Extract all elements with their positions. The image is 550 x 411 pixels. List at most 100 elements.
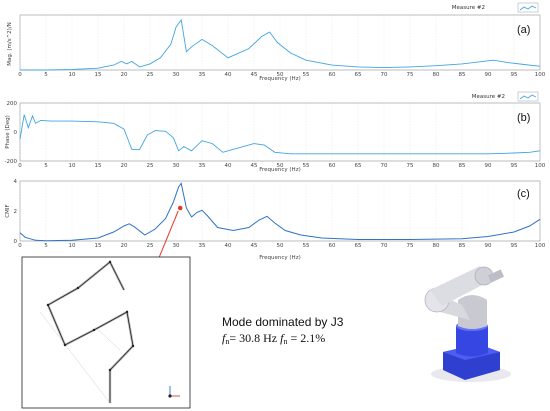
x-tick-label: 0 <box>18 72 22 78</box>
x-tick-label: 65 <box>355 72 362 78</box>
x-tick-label: 55 <box>303 163 310 169</box>
panel-a-grid <box>19 15 541 70</box>
panel-a-legend-swatch <box>519 5 537 11</box>
x-tick-label: 55 <box>303 243 310 249</box>
x-tick-label: 25 <box>147 72 154 78</box>
x-tick-label: 100 <box>535 72 546 78</box>
x-tick-label: 15 <box>95 72 102 78</box>
x-tick-label: 95 <box>511 243 518 249</box>
mode-shape-deformed <box>47 261 134 403</box>
mode-shape-frame <box>21 256 191 409</box>
x-tick-label: 65 <box>355 243 362 249</box>
x-tick-label: 50 <box>277 72 284 78</box>
mode-shape-node <box>46 303 50 307</box>
y-tick-label: 0 <box>14 130 18 136</box>
x-tick-label: 40 <box>225 163 232 169</box>
panel-b-yticks: 200 0 -200 <box>5 101 18 165</box>
panel-a-ylabel: Mag. (m/s^2)/N <box>7 22 13 66</box>
x-tick-label: 65 <box>355 163 362 169</box>
panel-b-legend-box <box>517 91 539 102</box>
mode-shape-node <box>63 343 67 347</box>
x-tick-label: 45 <box>251 243 258 249</box>
panel-a-legend-box <box>517 2 539 13</box>
mode-shape-node <box>125 310 129 314</box>
panel-b-xticks: 0 5 10 15 20 25 30 35 40 45 50 55 60 65 70 75 80 85 90 95 10… <box>18 163 545 169</box>
x-tick-label: 20 <box>121 72 128 78</box>
mode-shape-plot <box>21 256 191 409</box>
zeta-value: = 2.1% <box>287 331 326 345</box>
panel-b-xlabel: Frequency (Hz) <box>259 167 300 173</box>
robot-shoulder <box>458 295 487 329</box>
x-tick-label: 10 <box>69 163 76 169</box>
x-tick-label: 70 <box>381 163 388 169</box>
x-tick-label: 95 <box>511 163 518 169</box>
mode-title: Mode dominated by J3 <box>222 315 344 329</box>
mode-shape-nodes <box>46 260 135 372</box>
x-tick-label: 55 <box>303 72 310 78</box>
x-tick-label: 50 <box>277 243 284 249</box>
x-tick-label: 20 <box>121 243 128 249</box>
zeta-subscript: n <box>283 337 288 346</box>
panel-c-xlabel: Frequency (Hz) <box>259 255 300 261</box>
panel-a-legend-label: Measure #2 <box>452 5 485 11</box>
robot-flange <box>487 269 505 283</box>
panel-c-letter: (c) <box>517 188 530 200</box>
panel-c-xticks: 0 5 10 15 20 25 30 35 40 45 50 55 60 65 70 75 80 85 90 95 10… <box>18 243 545 249</box>
x-tick-label: 15 <box>95 163 102 169</box>
x-tick-label: 5 <box>44 243 48 249</box>
x-tick-label: 30 <box>173 163 180 169</box>
x-tick-label: 25 <box>147 163 154 169</box>
panel-b: 0 5 10 15 20 25 30 35 40 45 50 55 60 65 70 75 80 85 90 95 10… <box>5 91 546 173</box>
panel-a-series-line <box>20 18 541 71</box>
robot-base-column <box>456 326 488 357</box>
x-tick-label: 85 <box>459 163 466 169</box>
x-tick-label: 90 <box>485 163 492 169</box>
x-tick-label: 45 <box>251 163 258 169</box>
x-tick-label: 75 <box>407 72 414 78</box>
mode-shape-node <box>108 368 112 372</box>
x-tick-label: 85 <box>459 72 466 78</box>
panel-a-xticks: 0 5 10 15 20 25 30 35 40 45 50 55 60 65 70 75 80 85 90 95 10… <box>18 72 545 78</box>
panel-c-yticks: 4 2 0 <box>14 179 18 245</box>
panel-b-ylabel: Phase (Deg) <box>5 115 11 149</box>
x-tick-label: 95 <box>511 72 518 78</box>
x-tick-label: 5 <box>44 163 48 169</box>
panel-b-legend-swatch <box>519 94 537 100</box>
zeta-symbol: f <box>280 331 284 345</box>
fn-subscript: n <box>225 337 230 346</box>
panel-b-legend: Measure #2 <box>472 91 539 102</box>
panel-c: 0 5 10 15 20 25 30 35 40 45 50 55 60 65 70 75 80 85 90 95 10… <box>5 179 546 270</box>
y-tick-label: 0 <box>14 239 18 245</box>
panel-a-legend: Measure #2 <box>452 2 539 13</box>
x-tick-label: 60 <box>329 163 336 169</box>
panel-b-series-line <box>19 114 541 155</box>
x-tick-label: 60 <box>329 72 336 78</box>
x-tick-label: 50 <box>277 163 284 169</box>
x-tick-label: 35 <box>199 163 206 169</box>
x-tick-label: 90 <box>485 72 492 78</box>
y-tick-label: 4 <box>14 179 18 185</box>
panel-a-letter: (a) <box>517 24 530 36</box>
x-tick-label: 80 <box>433 72 440 78</box>
x-tick-label: 20 <box>121 163 128 169</box>
x-tick-label: 25 <box>147 243 154 249</box>
x-tick-label: 75 <box>407 163 414 169</box>
x-tick-label: 70 <box>381 72 388 78</box>
x-tick-label: 60 <box>329 243 336 249</box>
mode-shape-reference-line-2 <box>94 326 121 351</box>
x-tick-label: 5 <box>44 72 48 78</box>
x-tick-label: 80 <box>433 243 440 249</box>
mode-shape-reference-line <box>39 311 111 404</box>
x-tick-label: 30 <box>173 243 180 249</box>
x-tick-label: 85 <box>459 243 466 249</box>
panel-c-grid <box>19 181 541 241</box>
x-tick-label: 0 <box>18 243 22 249</box>
mode-shape-node <box>76 286 80 290</box>
x-tick-label: 100 <box>535 163 546 169</box>
x-tick-label: 40 <box>225 72 232 78</box>
x-tick-label: 35 <box>199 243 206 249</box>
panel-c-series-line <box>19 182 541 242</box>
panel-b-legend-label: Measure #2 <box>472 94 505 100</box>
fn-symbol: f <box>222 331 226 345</box>
